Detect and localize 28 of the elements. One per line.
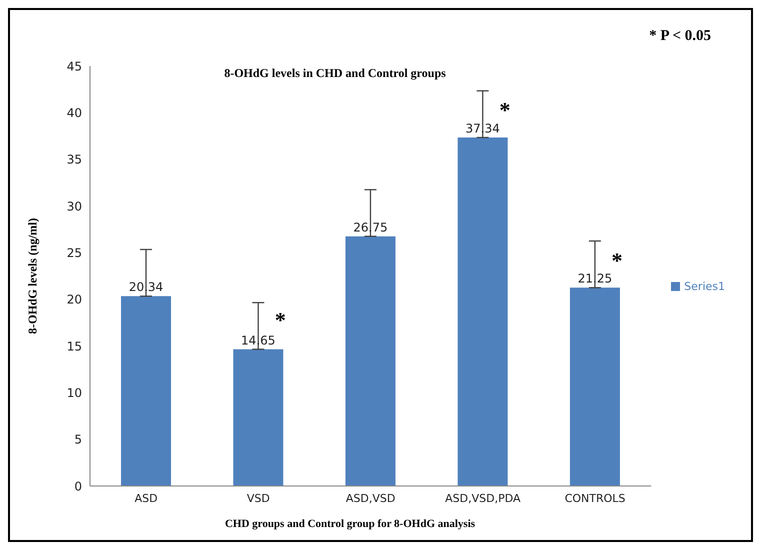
chart-title: 8-OHdG levels in CHD and Control groups — [223, 66, 447, 81]
legend-label: Series1 — [684, 280, 725, 292]
x-tick-label: ASD — [134, 492, 158, 505]
y-tick-label: 35 — [66, 152, 82, 167]
y-tick-label: 10 — [66, 386, 82, 400]
y-tick-label: 30 — [66, 199, 82, 214]
y-axis-title: 8-OHdG levels (ng/ml) — [25, 218, 40, 334]
bar — [570, 288, 620, 486]
bar — [233, 349, 284, 486]
annotation: * — [612, 248, 623, 273]
x-tick-label: VSD — [246, 492, 270, 505]
y-tick-label: 5 — [74, 432, 82, 447]
y-tick-label: 25 — [66, 246, 82, 260]
annotation: * — [274, 308, 286, 333]
x-axis-title: CHD groups and Control group for 8-OHdG analysis — [224, 518, 476, 530]
y-tick-label: 40 — [66, 106, 82, 120]
y-tick-label: 20 — [66, 292, 82, 307]
bar — [458, 137, 508, 486]
bar — [345, 236, 396, 486]
y-tick-label: 15 — [66, 339, 82, 354]
bar — [121, 296, 171, 486]
x-tick-label: ASD,VSD — [346, 492, 396, 505]
annotation: * — [499, 98, 510, 123]
x-tick-label: ASD,VSD,PDA — [445, 492, 521, 505]
y-tick-label: 0 — [74, 479, 82, 494]
x-tick-label: CONTROLS — [564, 492, 626, 505]
y-tick-label: 45 — [66, 59, 82, 74]
text: * P < 0.05 — [649, 28, 711, 45]
